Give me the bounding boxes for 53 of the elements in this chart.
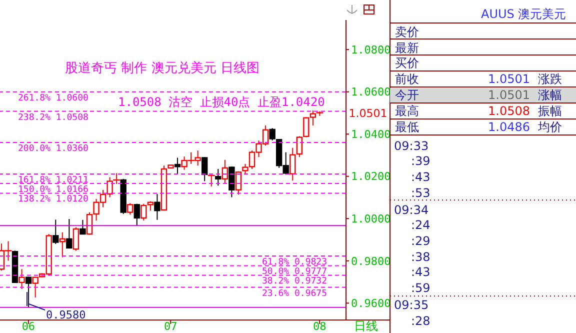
ref-line-label: 150.0% 1.0166: [18, 185, 88, 196]
text: 涨跌: [538, 72, 562, 86]
text: 1.0501: [348, 107, 388, 120]
text: :39: [411, 154, 430, 168]
text: :53: [411, 186, 430, 200]
text: :28: [411, 314, 430, 328]
y-tick-label: 1.0800: [351, 43, 391, 56]
text: 涨幅: [538, 88, 562, 102]
ref-line-label: 23.6% 0.9675: [262, 288, 328, 299]
text: :43: [411, 265, 430, 279]
x-tick-label: 07: [164, 320, 178, 333]
text: 1.0501: [488, 88, 530, 102]
ref-line-label: 238.2% 1.0508: [18, 112, 88, 123]
text: 1.0508: [488, 104, 530, 118]
y-tick-label: 1.0200: [351, 170, 391, 184]
ref-line-label: 61.8% 0.9823: [262, 257, 328, 268]
text: 最高: [395, 104, 419, 118]
ref-line-label: 161.8% 1.0211: [18, 176, 88, 186]
text: 卖价: [395, 25, 419, 39]
text: 前收: [395, 72, 419, 86]
text: 1.0501: [488, 72, 530, 86]
text: 均价: [537, 120, 562, 134]
ref-line-label: 138.2% 1.0120: [18, 194, 88, 205]
y-tick-label: 0.9800: [351, 254, 391, 268]
x-tick-label: 06: [22, 320, 36, 333]
x-tick-label: 08: [312, 320, 326, 333]
annotation: 1.0508 沽空 止损40点 止盈1.0420: [118, 95, 325, 109]
text: AUUS 澳元美元: [481, 7, 566, 21]
text: 日线: [354, 319, 378, 333]
text: 股道奇丐 制作 澳元兑美元 日线图: [65, 60, 260, 76]
text: :38: [411, 250, 430, 264]
ref-line-label: 50.0% 0.9777: [262, 267, 328, 278]
text: 最新: [395, 41, 419, 55]
ref-line-label: 261.8% 1.0600: [18, 93, 88, 104]
ref-line-label: 0.9580: [46, 308, 86, 322]
y-tick-label: 0.9600: [351, 297, 391, 310]
y-tick-label: 1.0000: [351, 212, 391, 226]
text: :24: [411, 218, 430, 232]
y-tick-label: 1.0600: [351, 86, 391, 99]
text: :59: [411, 281, 430, 295]
text: 买价: [395, 56, 419, 70]
text: 振幅: [538, 104, 562, 118]
text: 最低: [395, 120, 419, 134]
text: :29: [411, 234, 430, 248]
ref-line-label: 200.0% 1.0360: [18, 144, 88, 154]
text: 1.0486: [488, 120, 530, 134]
y-tick-label: 1.0400: [351, 128, 391, 141]
text: :43: [411, 170, 430, 184]
text: 09:34: [394, 203, 429, 217]
text: 09:35: [394, 298, 429, 312]
ref-line-label: 38.2% 0.9732: [262, 276, 328, 287]
text: 今开: [395, 88, 419, 102]
text: 09:33: [394, 139, 429, 153]
